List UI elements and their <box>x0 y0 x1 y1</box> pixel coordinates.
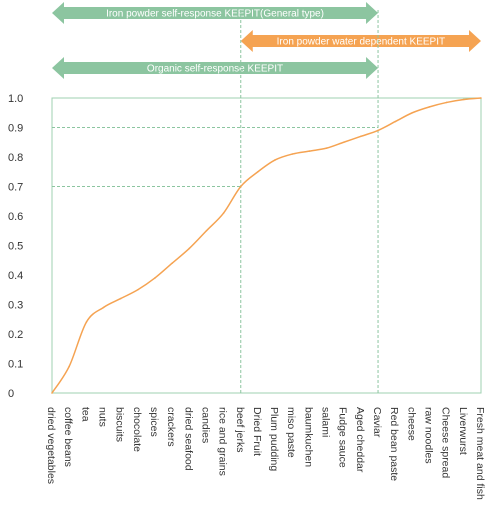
data-point <box>394 120 397 123</box>
data-point <box>463 98 465 101</box>
reference-lines <box>52 10 379 393</box>
data-point <box>360 135 362 138</box>
x-tick-label: chocolate <box>131 407 143 452</box>
x-tick-label: raw noodles <box>423 407 435 464</box>
x-tick-label: Fresh meat and fish <box>474 407 486 500</box>
y-tick-label: 0 <box>8 388 14 400</box>
x-tick-label: Cheese spread <box>440 407 452 478</box>
y-tick-label: 0.7 <box>8 182 23 194</box>
y-tick-label: 0.2 <box>8 329 23 341</box>
x-tick-label: miso paste <box>285 407 297 458</box>
x-tick-label: crackers <box>165 407 177 447</box>
data-point <box>188 247 191 250</box>
data-point <box>257 170 259 173</box>
data-point <box>308 150 311 152</box>
data-point <box>342 141 345 144</box>
y-tick-label: 0.3 <box>8 300 23 312</box>
range-arrows: Iron powder self-response KEEPIT(General… <box>52 2 481 79</box>
x-tick-label: salami <box>320 407 332 437</box>
x-tick-label: cheese <box>405 407 417 441</box>
x-tick-label: spices <box>148 407 160 437</box>
data-point <box>137 288 139 291</box>
y-tick-label: 0.8 <box>8 152 23 164</box>
x-tick-label: dried seafood <box>182 407 194 471</box>
range-arrow <box>52 2 379 24</box>
data-point <box>377 129 379 132</box>
data-point <box>291 153 294 155</box>
data-point <box>325 147 328 149</box>
data-point <box>480 97 482 99</box>
data-point <box>102 306 105 309</box>
data-point <box>68 365 70 368</box>
data-point <box>51 392 53 394</box>
x-tick-label: Plum pudding <box>268 407 280 471</box>
data-point <box>119 297 122 300</box>
data-point <box>445 101 448 104</box>
data-point <box>154 277 156 279</box>
plot-area-frame <box>51 97 482 394</box>
data-point <box>411 111 414 114</box>
range-arrow-label: Organic self-response KEEPIT <box>147 64 283 75</box>
y-axis: 0 0.1 0.2 0.3 0.4 0.5 0.6 0.7 0.8 0.9 1.0 <box>8 93 23 400</box>
x-tick-label: Aged cheddar <box>354 407 366 473</box>
range-arrow-label: Iron powder water dependent KEEPIT <box>277 37 445 48</box>
x-tick-label: Dried Fruit <box>251 407 263 456</box>
y-tick-label: 0.5 <box>8 241 23 253</box>
series-path <box>51 97 482 394</box>
x-tick-label: baumkuchen <box>302 407 314 467</box>
x-tick-label: dried vegetables <box>45 407 57 484</box>
data-point <box>205 229 208 232</box>
x-tick-label: nuts <box>96 407 108 427</box>
range-arrow-label: Iron powder self-response KEEPIT(General… <box>106 9 324 20</box>
data-point <box>239 185 242 188</box>
x-tick-label: Fudge sauce <box>337 407 349 468</box>
series-line <box>51 97 482 394</box>
x-tick-label: tea <box>79 407 91 422</box>
x-tick-label: Liverwurst <box>457 407 469 455</box>
x-tick-label: beef jerks <box>234 407 246 453</box>
y-tick-label: 0.9 <box>8 123 23 135</box>
data-point <box>428 106 431 108</box>
y-tick-label: 0.1 <box>8 359 23 371</box>
range-arrow <box>240 30 481 52</box>
x-tick-label: rice and grains <box>217 407 229 476</box>
data-point <box>85 321 88 324</box>
data-point <box>222 212 225 214</box>
x-tick-label: Caviar <box>371 407 383 438</box>
range-arrow <box>52 57 379 79</box>
y-tick-label: 1.0 <box>8 93 23 105</box>
y-tick-label: 0.4 <box>8 270 23 282</box>
x-tick-label: Red bean paste <box>388 407 400 481</box>
data-point <box>171 262 173 265</box>
x-axis: dried vegetables coffee beans tea nuts biscu… <box>45 407 486 500</box>
x-tick-label: coffee beans <box>62 407 74 467</box>
y-tick-label: 0.6 <box>8 211 23 223</box>
x-tick-label: candies <box>199 407 211 443</box>
data-point <box>274 159 276 161</box>
x-tick-label: biscuits <box>114 407 126 442</box>
